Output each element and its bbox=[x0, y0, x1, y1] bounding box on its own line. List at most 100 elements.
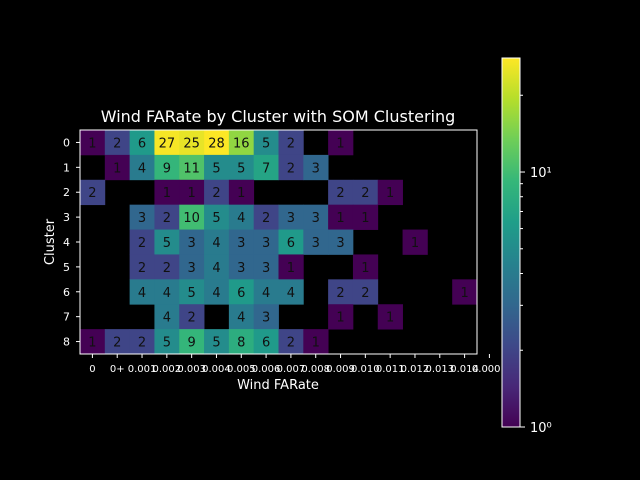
heatmap-cell bbox=[253, 329, 279, 355]
x-tick-label: 0.0001 bbox=[472, 364, 507, 375]
heatmap-cell bbox=[228, 229, 255, 255]
cell-value-label: 3 bbox=[188, 236, 196, 251]
x-axis-label: Wind FARate bbox=[237, 378, 319, 393]
cell-value-label: 3 bbox=[237, 236, 245, 251]
cell-value-label: 2 bbox=[88, 186, 96, 201]
heatmap-cell bbox=[253, 304, 279, 330]
heatmap-cell bbox=[154, 229, 180, 255]
heatmap-cell bbox=[228, 329, 255, 355]
heatmap-cell bbox=[228, 304, 255, 330]
cell-value-label: 5 bbox=[262, 136, 270, 151]
heatmap-cell bbox=[204, 229, 230, 255]
cell-value-label: 3 bbox=[237, 261, 245, 276]
cell-value-label: 5 bbox=[163, 336, 171, 351]
heatmap-cell bbox=[303, 204, 329, 230]
cell-value-label: 2 bbox=[138, 236, 146, 251]
heatmap-cell bbox=[179, 329, 205, 355]
cell-value-label: 1 bbox=[386, 186, 394, 201]
heatmap-cell bbox=[228, 154, 255, 181]
heatmap-cell bbox=[328, 179, 354, 206]
cell-value-label: 4 bbox=[163, 286, 171, 301]
heatmap-cell bbox=[278, 329, 304, 355]
heatmap-cell bbox=[179, 304, 205, 330]
heatmap-cell bbox=[278, 130, 304, 156]
x-tick-label: 0.010 bbox=[351, 364, 380, 375]
heatmap-cell bbox=[80, 179, 106, 206]
colorbar-tick-label: 10⁰ bbox=[530, 421, 552, 436]
cell-value-label: 1 bbox=[460, 286, 468, 301]
heatmap-cell bbox=[253, 130, 279, 156]
y-axis-ticks: 0 1 2 3 4 5 6 7 8 bbox=[63, 136, 80, 349]
x-axis-ticks: 0 0+ 0.0010.0020.0030.0040.0050.0060.0070.… bbox=[89, 354, 507, 375]
colorbar-tick-label: 10¹ bbox=[530, 166, 552, 181]
y-tick-label: 5 bbox=[63, 261, 70, 274]
x-tick-label: 0.008 bbox=[301, 364, 330, 375]
x-tick-label: 0.007 bbox=[277, 364, 306, 375]
y-tick-label: 8 bbox=[63, 336, 70, 349]
cell-value-label: 2 bbox=[138, 336, 146, 351]
cell-value-label: 10 bbox=[183, 211, 200, 226]
heatmap-cell bbox=[179, 130, 205, 156]
heatmap-cell bbox=[253, 154, 279, 181]
cell-value-label: 4 bbox=[212, 286, 220, 301]
cell-value-label: 1 bbox=[336, 136, 344, 151]
heatmap-cell bbox=[228, 254, 255, 280]
cell-value-label: 3 bbox=[336, 236, 344, 251]
heatmap-cell bbox=[204, 179, 230, 206]
y-tick-label: 7 bbox=[63, 311, 70, 324]
chart-title: Wind FARate by Cluster with SOM Clusteri… bbox=[101, 107, 456, 126]
heatmap-cell bbox=[303, 329, 329, 355]
colorbar-ticks: 10⁰ 10¹ bbox=[520, 94, 552, 436]
cell-value-label: 6 bbox=[237, 286, 245, 301]
cell-value-label: 1 bbox=[188, 186, 196, 201]
cell-value-label: 2 bbox=[138, 261, 146, 276]
cell-value-label: 2 bbox=[212, 186, 220, 201]
x-tick-label: 0 bbox=[89, 364, 95, 375]
cell-value-label: 16 bbox=[233, 136, 250, 151]
heatmap-cell bbox=[303, 154, 329, 181]
heatmap-cell bbox=[352, 204, 379, 230]
heatmap-cell bbox=[154, 154, 180, 181]
heatmap-cell bbox=[328, 204, 354, 230]
heatmap-cell bbox=[129, 329, 155, 355]
heatmap-cell bbox=[154, 279, 180, 305]
x-tick-label: 0.012 bbox=[401, 364, 430, 375]
cell-value-label: 1 bbox=[237, 186, 245, 201]
cell-value-label: 4 bbox=[262, 286, 270, 301]
heatmap-cell bbox=[228, 204, 255, 230]
x-tick-label: 0.014 bbox=[450, 364, 479, 375]
heatmap-cell bbox=[278, 229, 304, 255]
heatmap-cell bbox=[154, 130, 180, 156]
heatmap-cell bbox=[179, 279, 205, 305]
heatmap-cell bbox=[228, 179, 255, 206]
heatmap-cell bbox=[129, 254, 155, 280]
cell-value-label: 3 bbox=[138, 211, 146, 226]
cell-value-label: 2 bbox=[163, 211, 171, 226]
heatmap-cell bbox=[154, 329, 180, 355]
cell-value-label: 1 bbox=[336, 211, 344, 226]
cell-value-label: 3 bbox=[312, 236, 320, 251]
heatmap-cell bbox=[253, 279, 279, 305]
heatmap-cell bbox=[179, 154, 205, 181]
cell-value-label: 4 bbox=[287, 286, 295, 301]
cell-value-label: 1 bbox=[386, 311, 394, 326]
heatmap-cell bbox=[154, 304, 180, 330]
heatmap-cell bbox=[204, 204, 230, 230]
heatmap-cell bbox=[328, 304, 354, 330]
y-tick-label: 2 bbox=[63, 186, 70, 199]
heatmap-cell bbox=[154, 254, 180, 280]
x-tick-label: 0.011 bbox=[376, 364, 405, 375]
heatmap-cell bbox=[154, 204, 180, 230]
x-tick-label: 0.004 bbox=[202, 364, 231, 375]
cell-value-label: 2 bbox=[361, 186, 369, 201]
cell-value-label: 5 bbox=[163, 236, 171, 251]
x-tick-label: 0.013 bbox=[425, 364, 454, 375]
cell-value-label: 1 bbox=[361, 261, 369, 276]
y-tick-label: 6 bbox=[63, 286, 70, 299]
cell-value-label: 6 bbox=[287, 236, 295, 251]
cell-value-label: 2 bbox=[113, 336, 121, 351]
cell-value-label: 1 bbox=[113, 161, 121, 176]
heatmap-cell bbox=[328, 229, 354, 255]
heatmap-cell bbox=[129, 204, 155, 230]
